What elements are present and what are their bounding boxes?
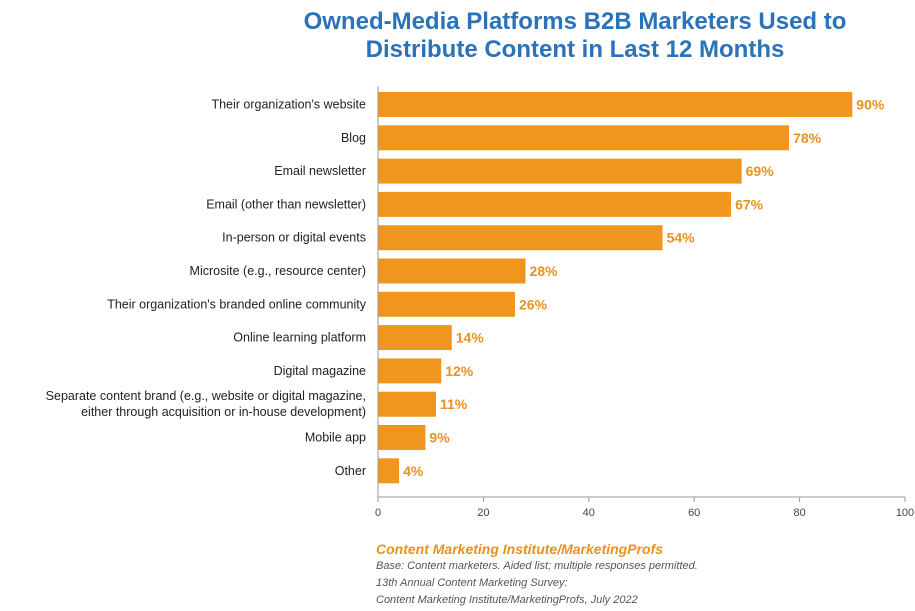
category-label: Their organization's branded online comm… bbox=[107, 297, 367, 311]
bar-chart: 90% Their organization's website 78% Blog 69… bbox=[46, 86, 914, 519]
value-label: 54% bbox=[667, 230, 696, 246]
value-label: 12% bbox=[445, 363, 474, 379]
bar bbox=[378, 92, 853, 117]
bar bbox=[378, 425, 426, 450]
category-label: Other bbox=[335, 464, 366, 478]
source-note-line-3: Content Marketing Institute/MarketingPro… bbox=[376, 594, 638, 606]
value-label: 28% bbox=[530, 263, 559, 279]
value-label: 11% bbox=[440, 396, 468, 412]
bar bbox=[378, 391, 436, 417]
bar bbox=[378, 258, 526, 284]
category-label: Mobile app bbox=[305, 431, 366, 445]
category-label: Their organization's website bbox=[211, 98, 366, 112]
bar bbox=[378, 358, 442, 384]
x-tick-label: 60 bbox=[688, 507, 700, 519]
source-note-line-1: Base: Content marketers. Aided list; mul… bbox=[376, 560, 698, 572]
value-label: 9% bbox=[429, 430, 450, 446]
bar bbox=[378, 225, 663, 251]
category-label: Separate content brand (e.g., website or… bbox=[46, 389, 366, 403]
value-label: 90% bbox=[856, 97, 885, 113]
value-label: 14% bbox=[456, 330, 485, 346]
category-label: Digital magazine bbox=[274, 364, 366, 378]
bar bbox=[378, 191, 732, 217]
value-label: 4% bbox=[403, 463, 424, 479]
value-label: 78% bbox=[793, 130, 822, 146]
x-tick-label: 100 bbox=[896, 507, 914, 519]
bar bbox=[378, 458, 400, 484]
x-tick-label: 0 bbox=[375, 507, 381, 519]
category-label: Blog bbox=[341, 131, 366, 145]
source-note-line-2: 13th Annual Content Marketing Survey: bbox=[376, 577, 568, 589]
bar bbox=[378, 291, 516, 317]
category-label: Email newsletter bbox=[274, 164, 366, 178]
value-label: 69% bbox=[746, 163, 775, 179]
category-label: In-person or digital events bbox=[222, 231, 366, 245]
category-label: Email (other than newsletter) bbox=[206, 197, 366, 211]
category-label: Online learning platform bbox=[233, 331, 366, 345]
bar bbox=[378, 125, 790, 151]
value-label: 67% bbox=[735, 196, 764, 212]
category-label: either through acquisition or in-house d… bbox=[81, 405, 366, 419]
chart-title: Owned-Media Platforms B2B Marketers Used… bbox=[270, 8, 880, 64]
x-tick-label: 40 bbox=[583, 507, 595, 519]
x-tick-label: 80 bbox=[793, 507, 805, 519]
category-label: Microsite (e.g., resource center) bbox=[190, 264, 366, 278]
bar bbox=[378, 325, 452, 351]
x-tick-label: 20 bbox=[477, 507, 489, 519]
bar bbox=[378, 158, 742, 184]
chart-title-line-1: Owned-Media Platforms B2B Marketers Used… bbox=[303, 8, 847, 35]
value-label: 26% bbox=[519, 296, 548, 312]
source-note: Content Marketing Institute/MarketingPro… bbox=[376, 540, 698, 609]
chart-title-line-2: Distribute Content in Last 12 Months bbox=[365, 36, 785, 63]
source-org: Content Marketing Institute/MarketingPro… bbox=[376, 541, 664, 557]
